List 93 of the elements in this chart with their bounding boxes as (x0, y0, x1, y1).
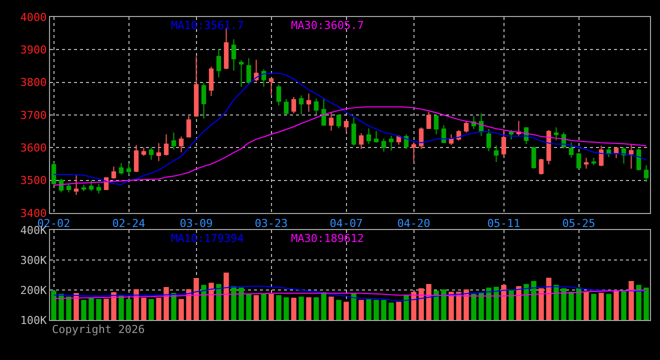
candlestick (531, 146, 536, 170)
candlestick (186, 115, 192, 138)
candlestick (328, 112, 334, 132)
candlestick (568, 142, 574, 158)
candlestick (366, 128, 372, 145)
text: MA10:3561.7 (171, 19, 244, 32)
candlestick (284, 98, 289, 115)
candlestick (238, 60, 244, 88)
text: MA10:179394 (171, 232, 244, 245)
candlestick (546, 130, 552, 165)
x-tick-label: 05-25 (562, 217, 596, 230)
candlestick (426, 111, 432, 130)
x-tick-label: 04-20 (397, 217, 430, 230)
line-series (53, 290, 647, 299)
x-tick-label: 04-07 (330, 217, 363, 230)
candlestick (494, 144, 499, 163)
candlestick (344, 120, 349, 132)
y-tick-label: 3400 (20, 206, 47, 220)
candlestick (576, 152, 582, 170)
line-series (53, 72, 647, 186)
candlestick (118, 162, 124, 175)
line-series (53, 286, 647, 301)
candlestick (464, 120, 469, 134)
candlestick (486, 128, 492, 152)
candlestick (96, 183, 102, 194)
candlestick (216, 48, 222, 78)
x-tick-label: 03-09 (180, 217, 213, 230)
candlestick (66, 183, 72, 193)
candlestick (358, 132, 364, 150)
candlestick (231, 38, 236, 72)
text: Copyright 2026 (52, 323, 145, 336)
candlestick (306, 92, 312, 112)
candlestick (194, 56, 199, 118)
candlestick (148, 147, 154, 160)
candlestick (178, 136, 184, 153)
x-tick-label: 03-23 (254, 217, 288, 230)
line-series (53, 106, 647, 186)
candlestick (381, 138, 386, 152)
candlestick (591, 157, 596, 166)
candlestick (268, 78, 274, 96)
candlestick (636, 148, 642, 171)
candlestick (411, 142, 416, 162)
candlestick (201, 82, 206, 120)
candlestick (628, 144, 634, 170)
y-tick-label: 3600 (20, 142, 47, 155)
y-tick-label: 4000 (20, 10, 47, 24)
y-tick-label: 300K (20, 254, 48, 267)
candlestick (538, 158, 544, 175)
candlestick (321, 98, 326, 126)
y-tick-label: 3800 (20, 76, 47, 90)
y-tick-label: 100K (20, 314, 48, 327)
candlestick (164, 134, 169, 156)
candlestick (208, 66, 214, 97)
y-tick-label: 3700 (20, 108, 47, 122)
candlestick (434, 114, 439, 135)
y-tick-label: 3500 (20, 174, 47, 188)
candlestick (584, 157, 589, 170)
candlestick (418, 126, 424, 150)
x-tick-label: 05-11 (487, 217, 520, 230)
candlestick (88, 180, 94, 192)
candlestick (298, 94, 304, 115)
candlestick (156, 142, 162, 162)
candlestick (516, 120, 522, 136)
candlestick (171, 132, 176, 150)
candlestick (111, 166, 116, 180)
candlestick (351, 117, 356, 146)
y-tick-label: 3900 (20, 44, 47, 57)
candlestick (51, 162, 56, 186)
candlestick (614, 146, 619, 159)
candlestick (508, 130, 514, 140)
candlestick (81, 184, 86, 192)
candlestick (374, 130, 379, 143)
candlestick (276, 84, 282, 106)
candlestick (554, 126, 559, 141)
candlestick (74, 174, 79, 196)
text: MA30:3605.7 (291, 19, 364, 32)
candlestick (246, 58, 252, 86)
y-tick-label: 200K (20, 284, 48, 297)
candlestick (448, 134, 454, 146)
candlestick (501, 130, 506, 157)
candlestick (336, 114, 342, 129)
candlestick (644, 164, 649, 182)
candlestick (126, 162, 132, 175)
candlestick (134, 144, 139, 173)
candlestick (291, 96, 296, 114)
x-tick-label: 02-24 (112, 217, 146, 230)
candlestick (141, 147, 146, 156)
candlestick (261, 68, 266, 88)
candlestick (441, 124, 446, 144)
candlestick (388, 135, 394, 152)
candlestick (598, 145, 604, 167)
text: MA30:189612 (291, 232, 364, 245)
candlestick (314, 98, 319, 115)
